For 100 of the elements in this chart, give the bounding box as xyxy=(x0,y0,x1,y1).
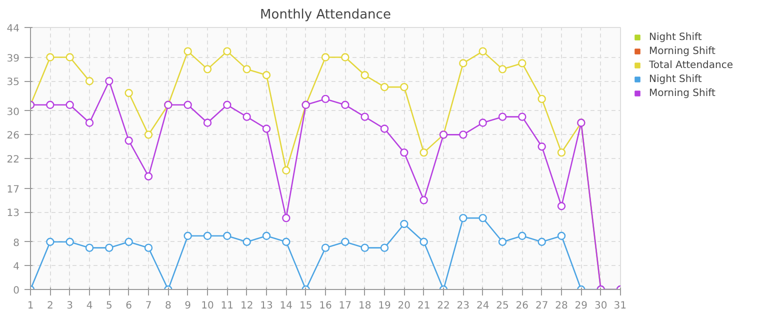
point xyxy=(557,232,566,240)
x-tick-label: 1 xyxy=(27,300,34,312)
legend-label: Night Shift xyxy=(649,73,702,85)
point xyxy=(46,100,54,109)
point xyxy=(282,214,290,222)
point xyxy=(420,196,428,204)
legend-label: Morning Shift xyxy=(649,45,716,57)
point xyxy=(459,59,468,68)
x-tick-label: 3 xyxy=(66,300,74,312)
point xyxy=(400,148,408,157)
point xyxy=(124,136,133,145)
y-tick-label: 39 xyxy=(6,53,20,64)
point xyxy=(518,112,526,121)
point xyxy=(380,244,389,252)
x-tick-label: 16 xyxy=(319,300,332,312)
x-tick-label: 11 xyxy=(220,300,234,312)
point xyxy=(242,112,251,121)
point xyxy=(360,244,369,252)
point xyxy=(420,238,428,246)
point xyxy=(66,238,74,246)
x-tick-label: 26 xyxy=(516,300,529,312)
x-tick-label: 13 xyxy=(260,300,273,312)
point xyxy=(184,232,192,240)
x-tick-label: 20 xyxy=(398,300,411,312)
point xyxy=(341,53,350,62)
point xyxy=(105,77,114,86)
point xyxy=(184,100,192,109)
point xyxy=(360,71,369,80)
point xyxy=(262,232,271,240)
x-tick-label: 24 xyxy=(476,300,490,312)
point xyxy=(538,94,546,104)
point xyxy=(498,238,507,246)
legend-label: Total Attendance xyxy=(649,59,733,71)
point xyxy=(420,148,428,157)
point xyxy=(498,112,507,121)
y-tick-label: 17 xyxy=(6,184,20,196)
point xyxy=(498,65,507,74)
point xyxy=(478,47,487,56)
point xyxy=(282,238,290,246)
x-tick-label: 9 xyxy=(184,300,192,312)
point xyxy=(203,65,212,74)
point xyxy=(85,118,94,127)
point xyxy=(341,100,350,109)
point xyxy=(321,94,330,104)
point xyxy=(321,53,330,62)
x-tick-label: 18 xyxy=(358,300,372,312)
point xyxy=(203,118,212,127)
x-tick-label: 30 xyxy=(594,300,608,312)
x-tick-label: 7 xyxy=(145,300,152,312)
point xyxy=(242,238,251,246)
point xyxy=(262,124,271,133)
x-tick-label: 15 xyxy=(299,300,312,312)
y-tick-label: 22 xyxy=(6,154,20,166)
point xyxy=(223,100,232,109)
y-tick-label: 4 xyxy=(13,262,20,273)
point xyxy=(46,238,54,246)
point xyxy=(144,172,153,180)
point xyxy=(144,244,153,252)
point xyxy=(242,65,251,74)
point xyxy=(400,82,408,92)
y-tick-label: 0 xyxy=(13,286,20,296)
x-tick-label: 23 xyxy=(456,300,470,312)
point xyxy=(341,238,350,246)
point xyxy=(85,244,94,252)
point xyxy=(459,130,468,139)
y-tick-label: 8 xyxy=(13,238,20,249)
y-tick-label: 13 xyxy=(6,208,20,220)
x-tick-label: 6 xyxy=(126,300,132,312)
x-tick-label: 4 xyxy=(86,300,93,312)
y-tick-label: 26 xyxy=(6,130,20,142)
y-tick-label: 30 xyxy=(6,106,20,118)
point xyxy=(557,202,566,210)
x-tick-label: 8 xyxy=(164,300,172,312)
x-tick-label: 19 xyxy=(378,300,391,312)
point xyxy=(203,232,212,240)
point xyxy=(46,53,54,62)
x-tick-label: 10 xyxy=(201,300,214,312)
x-tick-label: 14 xyxy=(280,300,293,312)
point xyxy=(144,130,153,139)
x-tick-label: 2 xyxy=(46,300,54,312)
x-tick-label: 29 xyxy=(574,300,588,312)
point xyxy=(360,112,369,121)
point xyxy=(66,100,74,109)
x-tick-label: 31 xyxy=(614,300,627,312)
point xyxy=(380,82,389,92)
point xyxy=(538,142,546,151)
point xyxy=(518,59,526,68)
x-tick-label: 17 xyxy=(338,300,352,312)
y-tick-label: 35 xyxy=(6,77,20,88)
x-tick-label: 25 xyxy=(496,300,509,312)
y-tick-label: 44 xyxy=(6,24,20,34)
point xyxy=(538,238,546,246)
point xyxy=(184,47,192,56)
point xyxy=(380,124,389,133)
point xyxy=(223,232,232,240)
point xyxy=(124,88,133,98)
point xyxy=(518,232,526,240)
x-tick-label: 28 xyxy=(555,300,568,312)
point xyxy=(478,118,487,127)
point xyxy=(124,238,133,246)
